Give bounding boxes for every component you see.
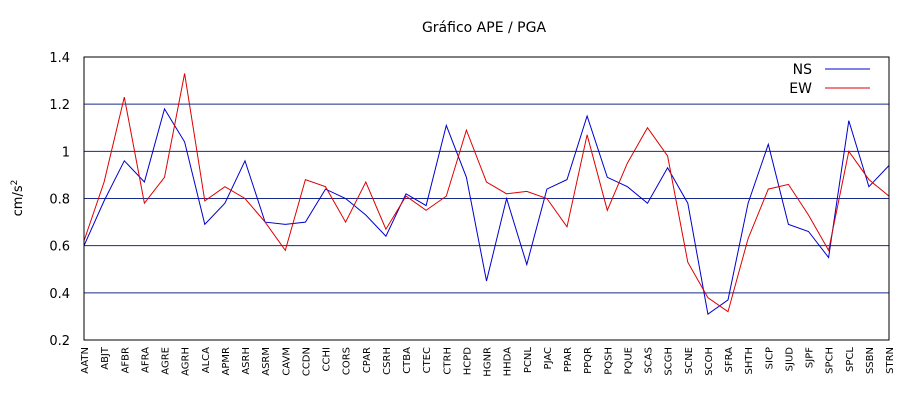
x-tick-label: SCOH	[704, 347, 715, 376]
x-tick-label: CSRH	[382, 347, 393, 375]
x-tick-label: ASRM	[261, 347, 272, 376]
x-tick-label: AATN	[80, 347, 91, 374]
legend-label-ew: EW	[789, 81, 812, 97]
series-line-ns	[83, 107, 890, 315]
x-tick-label: CORS	[342, 347, 353, 375]
x-tick-label: ABJT	[100, 346, 111, 370]
y-axis-label-exponent: 2	[10, 180, 20, 186]
y-tick-label: 0.6	[49, 240, 70, 255]
series-line-ew	[83, 73, 890, 313]
x-tick-label: SPCL	[845, 347, 856, 372]
x-tick-label: SICP	[764, 347, 775, 369]
y-tick-label: 0.8	[49, 193, 70, 208]
y-axis-label: cm/s2	[10, 180, 26, 217]
plot-frame	[83, 56, 890, 341]
y-axis-ticks: 0.2 0.4 0.6 0.8 1 1.2 1.4	[49, 51, 70, 349]
x-tick-label: CTRH	[442, 347, 453, 375]
x-tick-label: AGRH	[181, 347, 192, 376]
x-tick-label: PPQR	[583, 347, 594, 374]
x-tick-label: SCNE	[684, 347, 695, 374]
y-tick-label: 1	[62, 145, 70, 160]
x-tick-label: SFRA	[724, 347, 735, 373]
x-tick-label: ALCA	[201, 347, 212, 373]
y-tick-label: 1.4	[49, 51, 70, 66]
x-tick-label: CTBA	[402, 347, 413, 374]
legend: NS EW	[789, 62, 870, 97]
legend-label-ns: NS	[793, 62, 812, 78]
x-axis-ticks: AATN ABJT AFBR AFRA AGRE AGRH ALCA APMR ASRH ASRM…	[80, 346, 896, 377]
y-axis-label-unit: cm/s	[11, 185, 26, 216]
x-tick-label: STRN	[885, 347, 896, 374]
x-tick-label: CCHI	[322, 347, 333, 371]
chart-title: Gráfico APE / PGA	[422, 20, 546, 36]
y-tick-label: 1.2	[49, 98, 70, 113]
x-tick-label: CPAR	[362, 347, 373, 373]
grid-lines	[84, 103, 889, 294]
x-tick-label: PJAC	[543, 347, 554, 369]
x-tick-label: ASRH	[241, 347, 252, 375]
x-tick-label: CCDN	[301, 347, 312, 376]
x-tick-label: PCNL	[523, 347, 534, 373]
x-tick-label: PQSH	[603, 347, 614, 375]
x-tick-label: SHTH	[744, 347, 755, 375]
x-tick-label: SSBN	[865, 347, 876, 374]
x-tick-label: HCPD	[462, 347, 473, 376]
series-lines	[83, 73, 890, 315]
x-tick-label: SCAS	[644, 347, 655, 374]
x-tick-label: AFBR	[120, 347, 131, 373]
x-tick-label: AGRE	[161, 347, 172, 375]
x-tick-label: SJUD	[784, 347, 795, 372]
x-tick-label: SPCH	[825, 347, 836, 374]
x-tick-label: CAVM	[281, 347, 292, 376]
x-tick-label: PPAR	[563, 347, 574, 372]
x-tick-label: APMR	[221, 347, 232, 375]
x-tick-label: SCGH	[664, 347, 675, 376]
y-tick-label: 0.4	[49, 287, 70, 302]
y-tick-label: 0.2	[49, 334, 70, 349]
x-tick-label: PQUE	[623, 347, 634, 375]
x-tick-label: CTEC	[422, 347, 433, 373]
x-tick-label: HHDA	[503, 347, 514, 377]
x-tick-label: SJPF	[805, 347, 816, 368]
x-tick-label: AFRA	[140, 347, 151, 373]
x-tick-label: HGNR	[483, 347, 494, 377]
